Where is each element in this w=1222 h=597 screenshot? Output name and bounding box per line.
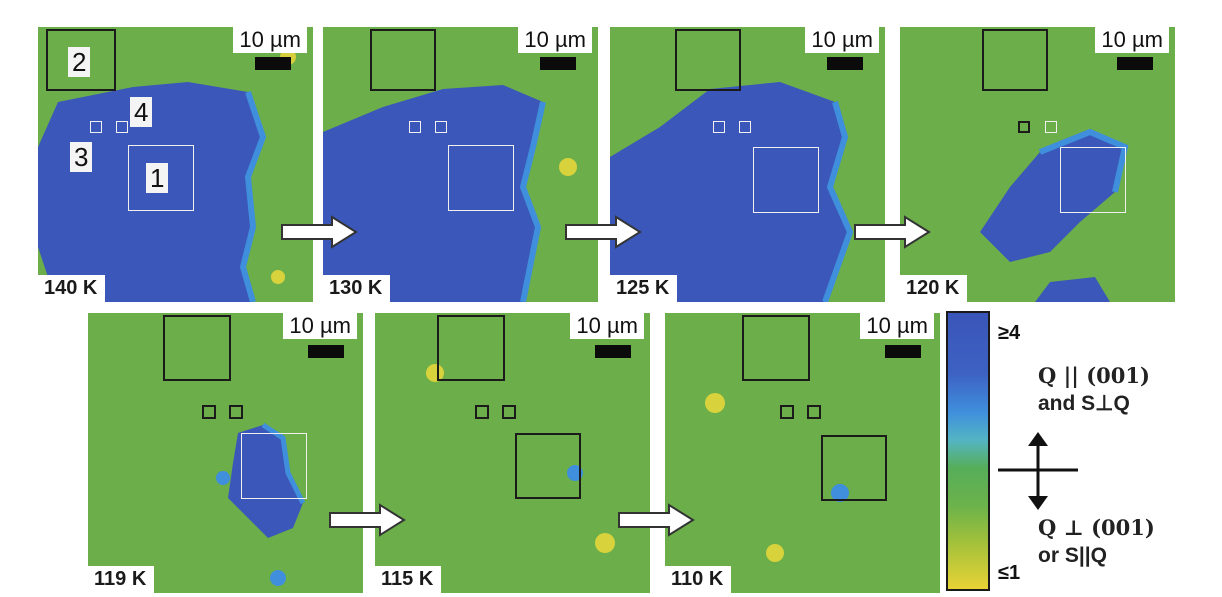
map-panel-130k: 10 µm 130 K bbox=[323, 27, 598, 302]
region-1-box bbox=[1060, 147, 1126, 213]
region-3-box bbox=[202, 405, 216, 419]
region-2-box bbox=[437, 315, 505, 381]
region-2-box bbox=[46, 29, 116, 91]
region-label-1: 1 bbox=[146, 163, 169, 193]
region-2-box bbox=[675, 29, 741, 91]
domain-map-119k bbox=[216, 422, 306, 586]
lower-annotation: Q ⊥ (001) or S||Q bbox=[1038, 514, 1155, 570]
scale-label: 10 µm bbox=[283, 313, 357, 339]
scale-label: 10 µm bbox=[233, 27, 307, 53]
temperature-label: 119 K bbox=[88, 566, 155, 593]
arrow-right-icon bbox=[281, 215, 358, 249]
region-2-box bbox=[742, 315, 810, 381]
scale-bar bbox=[255, 57, 291, 70]
domain-map-130k bbox=[323, 85, 577, 302]
domain-map-125k bbox=[610, 82, 854, 302]
lower-annotation-line-2: or S||Q bbox=[1038, 544, 1107, 567]
arrow-right-icon bbox=[618, 503, 695, 537]
region-4-box bbox=[502, 405, 516, 419]
region-1-box bbox=[821, 435, 887, 501]
region-1-box bbox=[515, 433, 581, 499]
map-panel-115k: 10 µm 115 K bbox=[375, 313, 650, 593]
map-panel-125k: 10 µm 125 K bbox=[610, 27, 885, 302]
colorbar-max-label: ≥4 bbox=[998, 322, 1021, 344]
region-4-box bbox=[116, 121, 128, 133]
temperature-label: 115 K bbox=[375, 566, 442, 593]
region-1-box bbox=[753, 147, 819, 213]
scale-label: 10 µm bbox=[1095, 27, 1169, 53]
region-2-box bbox=[163, 315, 231, 381]
temperature-label: 125 K bbox=[610, 275, 678, 302]
region-1-box bbox=[448, 145, 514, 211]
region-4-box bbox=[229, 405, 243, 419]
scale-label: 10 µm bbox=[570, 313, 644, 339]
scale-label: 10 µm bbox=[860, 313, 934, 339]
arrow-right-icon bbox=[565, 215, 642, 249]
scale-bar bbox=[827, 57, 863, 70]
temperature-label: 110 K bbox=[665, 566, 732, 593]
region-3-box bbox=[780, 405, 794, 419]
scale-bar bbox=[308, 345, 344, 358]
region-3-box bbox=[713, 121, 725, 133]
domain-map-120k bbox=[980, 128, 1129, 302]
region-1-box bbox=[128, 145, 194, 211]
arrow-right-icon bbox=[854, 215, 931, 249]
map-panel-120k: 10 µm 120 K bbox=[900, 27, 1175, 302]
upper-annotation-line-2: and S⊥Q bbox=[1038, 392, 1130, 415]
map-panel-110k: 10 µm 110 K bbox=[665, 313, 940, 593]
scale-label: 10 µm bbox=[805, 27, 879, 53]
scale-bar bbox=[595, 345, 631, 358]
temperature-label: 130 K bbox=[323, 275, 391, 302]
upper-annotation-line-1: Q || (001) bbox=[1038, 363, 1150, 388]
region-label-4: 4 bbox=[130, 97, 153, 127]
region-1-box bbox=[241, 433, 307, 499]
up-down-arrow-icon bbox=[998, 432, 1078, 510]
region-3-box bbox=[90, 121, 102, 133]
map-panel-119k: 10 µm 119 K bbox=[88, 313, 363, 593]
colorbar-min-label: ≤1 bbox=[998, 562, 1021, 584]
color-scale-bar bbox=[946, 311, 990, 591]
region-3-box bbox=[475, 405, 489, 419]
temperature-label: 140 K bbox=[38, 275, 106, 302]
domain-map-110k bbox=[705, 393, 849, 562]
lower-annotation-line-1: Q ⊥ (001) bbox=[1038, 515, 1155, 540]
region-4-box bbox=[807, 405, 821, 419]
region-label-2: 2 bbox=[68, 47, 91, 77]
region-4-box bbox=[1045, 121, 1057, 133]
region-2-box bbox=[370, 29, 436, 91]
region-4-box bbox=[435, 121, 447, 133]
scale-label: 10 µm bbox=[518, 27, 592, 53]
region-3-box bbox=[409, 121, 421, 133]
arrow-right-icon bbox=[329, 503, 406, 537]
region-2-box bbox=[982, 29, 1048, 91]
region-4-box bbox=[739, 121, 751, 133]
scale-bar bbox=[1117, 57, 1153, 70]
scale-bar bbox=[885, 345, 921, 358]
region-3-box bbox=[1018, 121, 1030, 133]
map-panel-140k: 10 µm 2 4 3 1 140 K bbox=[38, 27, 313, 302]
region-label-3: 3 bbox=[70, 142, 93, 172]
scale-bar bbox=[540, 57, 576, 70]
temperature-label: 120 K bbox=[900, 275, 968, 302]
upper-annotation: Q || (001) and S⊥Q bbox=[1038, 362, 1150, 418]
